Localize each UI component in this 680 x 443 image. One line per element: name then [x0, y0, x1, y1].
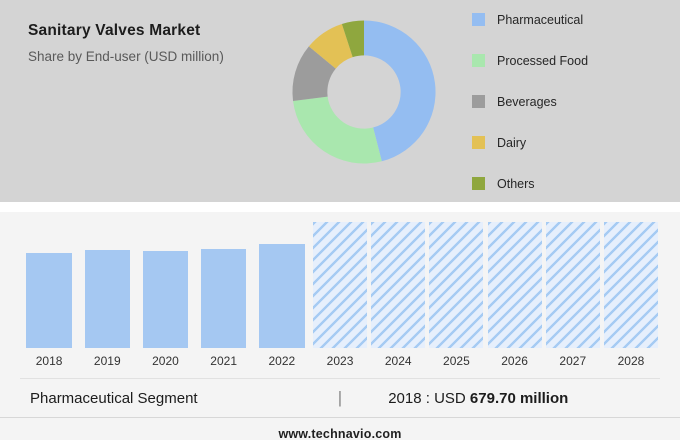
legend-item-pharmaceutical: Pharmaceutical — [472, 12, 588, 27]
legend-label: Pharmaceutical — [497, 12, 584, 27]
bar-column-2024 — [369, 222, 427, 348]
segment-label: Pharmaceutical Segment — [30, 389, 198, 407]
bar-column-2023 — [311, 222, 369, 348]
donut-slice-dairy — [308, 23, 353, 69]
x-label-2023: 2023 — [326, 354, 354, 368]
forecast-column-2027 — [545, 222, 600, 348]
legend-label: Dairy — [497, 135, 527, 150]
donut-slice-beverages — [292, 46, 336, 101]
legend-swatch-icon — [472, 95, 485, 108]
bar-column-2020 — [136, 222, 194, 348]
x-label-2027: 2027 — [559, 354, 587, 368]
bar-column-2022 — [253, 222, 311, 348]
x-axis-labels: 2018 2019 2020 2021 2022 2023 2024 2025 2026 2027… — [20, 354, 660, 368]
caption-divider: | — [337, 388, 343, 407]
legend-label: Processed Food — [497, 53, 589, 68]
legend-label: Others — [497, 176, 535, 191]
bar-column-2025 — [427, 222, 485, 348]
bar-chart-panel: 2018 2019 2020 2021 2022 2023 2024 2025 2026 2027… — [0, 212, 680, 443]
bar-column-2027 — [544, 222, 602, 348]
forecast-column-2024 — [371, 222, 426, 348]
page-title: Sanitary Valves Market — [28, 22, 201, 39]
chart-legend: Pharmaceutical Processed Food Beverages Dai… — [472, 12, 588, 217]
caption-value-group: 2018 : USD 679.70 million — [388, 390, 650, 407]
x-label-2026: 2026 — [501, 354, 528, 368]
bar-column-2019 — [78, 222, 136, 348]
donut-slice-pharmaceutical — [364, 20, 436, 162]
forecast-column-2025 — [429, 222, 484, 348]
website-link[interactable]: www.technavio.com — [278, 427, 402, 441]
bar-2020 — [142, 251, 189, 348]
x-label-2028: 2028 — [617, 354, 645, 368]
legend-swatch-icon — [472, 13, 485, 26]
donut-slice-processed-food — [293, 96, 382, 164]
bar-2021 — [200, 249, 247, 348]
bar-plot — [20, 222, 660, 348]
legend-item-beverages: Beverages — [472, 94, 588, 109]
x-label-2025: 2025 — [443, 354, 470, 368]
forecast-column-2028 — [603, 222, 659, 348]
legend-swatch-icon — [472, 136, 485, 149]
caption-row: Pharmaceutical Segment | 2018 : USD 679.… — [20, 378, 660, 408]
bar-column-2021 — [195, 222, 253, 348]
legend-label: Beverages — [497, 94, 557, 109]
donut-slice-others — [341, 20, 364, 58]
x-label-2022: 2022 — [268, 354, 296, 368]
legend-swatch-icon — [472, 54, 485, 67]
legend-item-processed-food: Processed Food — [472, 53, 588, 68]
legend-item-dairy: Dairy — [472, 135, 588, 150]
forecast-column-2023 — [312, 222, 368, 348]
x-label-2024: 2024 — [384, 354, 412, 368]
forecast-column-2026 — [487, 222, 542, 348]
donut-chart — [288, 16, 440, 168]
donut-chart-svg — [292, 20, 436, 164]
x-label-2018: 2018 — [35, 354, 63, 368]
caption-prefix: 2018 : USD — [388, 389, 466, 407]
bar-2018 — [26, 252, 72, 348]
summary-panel: Sanitary Valves Market Share by End-user… — [0, 0, 680, 202]
bar-column-2028 — [602, 222, 660, 348]
bar-2019 — [84, 250, 130, 348]
page-subtitle: Share by End-user (USD million) — [28, 49, 224, 64]
bar-column-2026 — [486, 222, 544, 348]
legend-swatch-icon — [472, 177, 485, 190]
x-label-2021: 2021 — [210, 354, 237, 368]
legend-item-others: Others — [472, 176, 588, 191]
caption-value: 679.70 million — [469, 389, 569, 407]
x-label-2020: 2020 — [152, 354, 179, 368]
bar-column-2018 — [20, 222, 78, 348]
footer: www.technavio.com — [0, 417, 680, 443]
bar-2022 — [259, 244, 305, 348]
x-label-2019: 2019 — [93, 354, 121, 368]
title-block: Sanitary Valves Market Share by End-user… — [28, 22, 224, 64]
